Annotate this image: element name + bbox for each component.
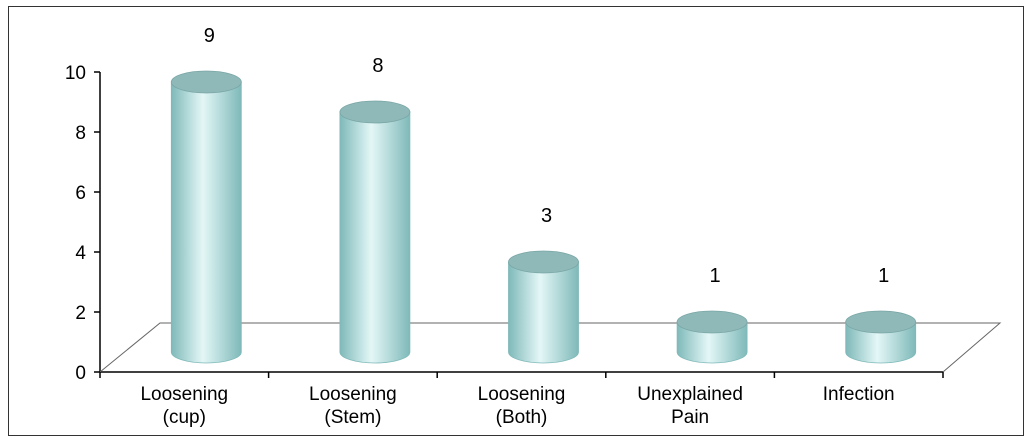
data-label: 9 xyxy=(204,25,215,47)
data-label: 1 xyxy=(878,265,889,287)
bars xyxy=(170,70,917,364)
y-ticks: 0 2 4 6 8 10 xyxy=(65,63,100,384)
bar xyxy=(170,70,242,364)
floor-plane xyxy=(99,322,1002,373)
category-label: Unexplained Pain xyxy=(637,384,743,428)
category-label: Infection xyxy=(823,384,895,405)
bar-top xyxy=(845,310,917,334)
y-tick-label: 6 xyxy=(75,183,86,204)
bar-body xyxy=(170,81,242,364)
data-label: 8 xyxy=(372,55,383,77)
y-tick-label: 8 xyxy=(75,123,86,144)
bar-top xyxy=(339,100,411,124)
bar-body xyxy=(339,111,411,364)
y-tick-label: 0 xyxy=(75,363,86,384)
y-tick-label: 2 xyxy=(75,303,86,324)
bar-body xyxy=(845,321,917,364)
data-label: 1 xyxy=(710,265,721,287)
bar-body xyxy=(508,261,579,364)
y-tick-label: 10 xyxy=(65,63,86,84)
category-label: Loosening (cup) xyxy=(140,384,228,428)
bar xyxy=(845,310,917,364)
bar xyxy=(676,310,748,364)
category-label: Loosening (Stem) xyxy=(309,384,397,428)
x-ticks xyxy=(99,372,944,378)
bar xyxy=(339,100,411,364)
data-label: 3 xyxy=(541,205,552,227)
data-labels: 9 8 3 1 1 xyxy=(204,25,890,287)
bar-top xyxy=(170,70,242,94)
bar-top xyxy=(508,250,579,274)
y-tick-label: 4 xyxy=(75,243,86,264)
bar xyxy=(508,250,579,364)
bar-body xyxy=(676,321,748,364)
category-label: Loosening (Both) xyxy=(478,384,566,428)
category-labels: Loosening (cup) Loosening (Stem) Loosening (B… xyxy=(140,384,894,428)
bar-top xyxy=(676,310,748,334)
